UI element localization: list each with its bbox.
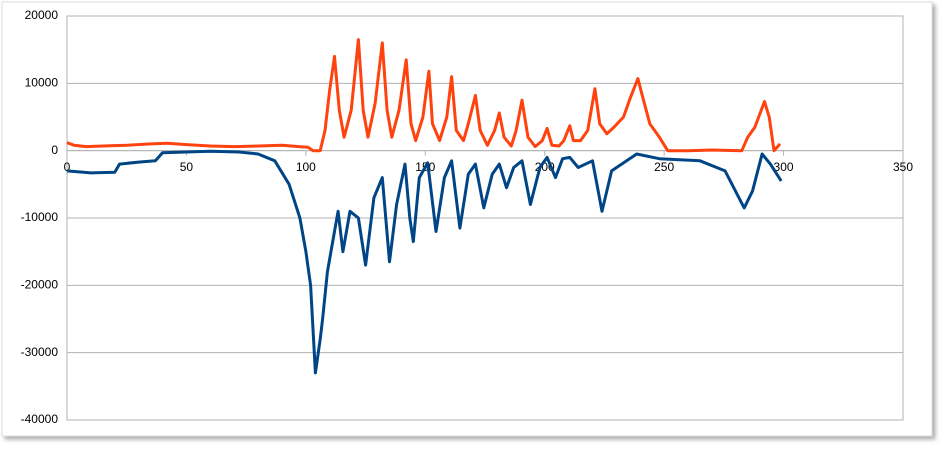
chart-frame (1, 1, 933, 437)
y-tick-label: -10000 (21, 210, 59, 224)
series-line (66, 149, 783, 375)
x-tick-label: 250 (654, 160, 674, 174)
x-tick-label: 300 (774, 160, 794, 174)
x-tick-label: 0 (64, 160, 71, 174)
x-tick-label: 100 (296, 160, 316, 174)
y-tick-label: 10000 (25, 76, 59, 90)
y-tick-label: -20000 (21, 278, 59, 292)
x-tick-label: 50 (180, 160, 194, 174)
series-line (66, 38, 782, 153)
y-tick-label: -30000 (21, 345, 59, 359)
x-tick-label: 350 (893, 160, 913, 174)
y-tick-label: 20000 (25, 8, 59, 22)
y-tick-label: -40000 (21, 412, 59, 426)
y-tick-label: 0 (51, 143, 58, 157)
